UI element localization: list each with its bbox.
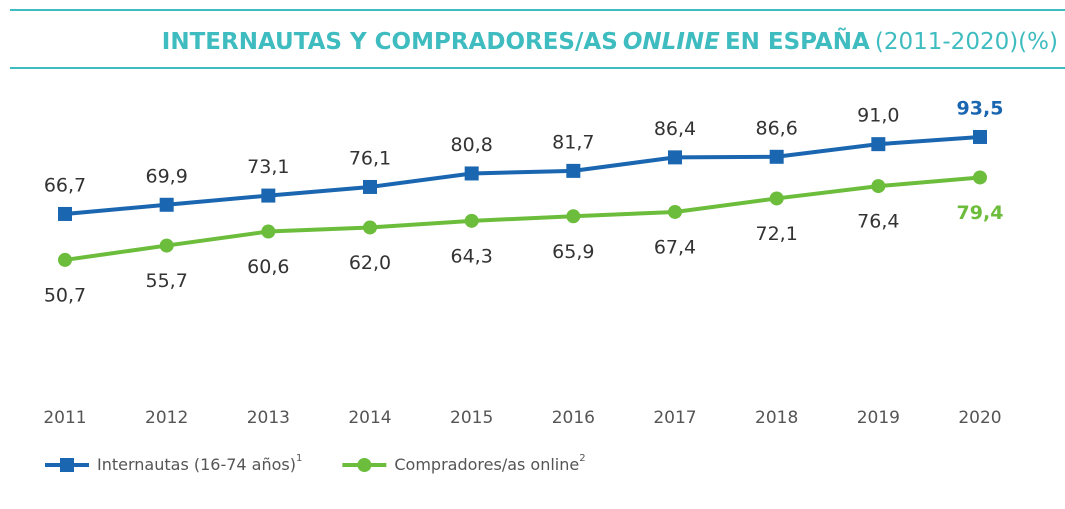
data-label: 64,3 — [451, 245, 493, 267]
data-label: 93,5 — [957, 97, 1004, 119]
legend-name: Compradores/as online — [394, 455, 579, 474]
marker — [871, 179, 886, 194]
chart-title: INTERNAUTAS Y COMPRADORES/AS ONLINE EN E… — [162, 27, 1058, 55]
marker — [58, 206, 72, 221]
x-tick-label: 2015 — [450, 408, 493, 428]
data-label: 66,7 — [44, 174, 86, 196]
marker — [261, 188, 276, 203]
marker — [159, 238, 174, 253]
data-label: 76,4 — [857, 211, 899, 233]
x-tick-label: 2012 — [145, 408, 188, 428]
marker — [668, 204, 682, 219]
x-tick-label: 2019 — [857, 408, 900, 428]
marker — [464, 213, 479, 228]
series-line — [64, 134, 981, 216]
x-tick-label: 2014 — [348, 408, 391, 428]
marker — [973, 129, 987, 144]
data-label: 65,9 — [552, 241, 594, 263]
data-label: 55,7 — [146, 270, 188, 292]
x-tick-label: 2013 — [247, 408, 290, 428]
legend-note: 2 — [579, 453, 585, 464]
data-label: 79,4 — [957, 202, 1004, 224]
data-label: 91,0 — [857, 105, 899, 127]
data-label: 86,4 — [654, 118, 696, 140]
legend-note: 1 — [296, 453, 302, 464]
legend-name: Internautas (16-74 años) — [97, 455, 296, 474]
marker — [261, 224, 276, 239]
data-label: 86,6 — [756, 117, 798, 139]
data-label: 72,1 — [756, 223, 798, 245]
marker — [58, 252, 72, 267]
marker — [973, 170, 987, 185]
data-label: 60,6 — [247, 256, 289, 278]
marker — [159, 197, 174, 212]
legend-label: Internautas (16-74 años)1 — [97, 453, 302, 474]
marker — [566, 209, 581, 224]
data-label: 76,1 — [349, 147, 391, 169]
data-label: 69,9 — [146, 165, 188, 187]
marker — [668, 150, 682, 165]
marker — [363, 220, 377, 235]
marker — [769, 149, 784, 164]
data-label: 81,7 — [552, 131, 594, 153]
legend-label: Compradores/as online2 — [394, 453, 585, 474]
x-tick-label: 2011 — [43, 408, 86, 428]
x-tick-label: 2020 — [958, 408, 1001, 428]
x-tick-label: 2017 — [653, 408, 696, 428]
data-label: 62,0 — [349, 252, 391, 274]
legend-marker — [357, 458, 372, 472]
marker — [464, 166, 479, 181]
data-label: 73,1 — [247, 156, 289, 178]
series-line — [64, 175, 981, 262]
x-tick-label: 2018 — [755, 408, 798, 428]
marker — [769, 191, 784, 206]
legend-marker — [60, 458, 74, 472]
marker — [363, 179, 377, 194]
data-label: 80,8 — [451, 134, 493, 156]
marker — [871, 137, 886, 152]
data-label: 67,4 — [654, 236, 696, 258]
data-label: 50,7 — [44, 284, 86, 306]
x-tick-label: 2016 — [552, 408, 595, 428]
marker — [566, 163, 581, 178]
